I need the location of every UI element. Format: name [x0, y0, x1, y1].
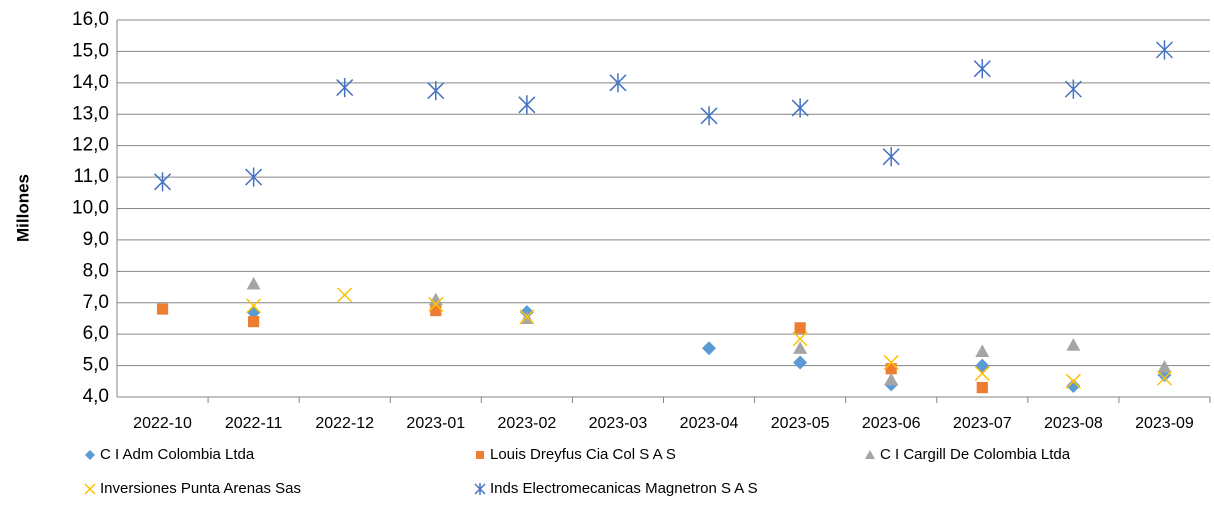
y-tick-label: 12,0	[72, 135, 109, 156]
legend-label: Louis Dreyfus Cia Col S A S	[490, 446, 676, 463]
marker	[518, 95, 536, 115]
marker	[246, 276, 261, 290]
x-tick-label: 2023-04	[680, 415, 739, 432]
marker	[884, 372, 899, 386]
x-tick-label: 2022-11	[225, 415, 283, 432]
marker	[1065, 373, 1081, 389]
y-tick-label: 8,0	[83, 260, 109, 281]
marker	[794, 322, 806, 334]
legend-label: Inds Electromecanicas Magnetron S A S	[490, 480, 758, 497]
x-tick-label: 2023-08	[1044, 415, 1103, 432]
marker	[976, 381, 988, 394]
marker	[430, 305, 442, 317]
y-tick-label: 16,0	[72, 9, 109, 30]
y-tick-label: 6,0	[83, 323, 109, 344]
marker	[337, 287, 353, 303]
y-tick-label: 5,0	[83, 355, 109, 376]
y-tick-label: 14,0	[72, 72, 109, 93]
marker	[609, 73, 627, 93]
y-tick-label: 4,0	[83, 386, 109, 407]
legend-label: C I Adm Colombia Ltda	[100, 446, 255, 463]
y-tick-label: 11,0	[73, 166, 109, 187]
marker	[336, 77, 354, 98]
marker	[974, 365, 990, 381]
x-tick-label: 2023-06	[862, 415, 921, 432]
marker	[245, 167, 263, 187]
marker	[427, 81, 445, 101]
marker	[1066, 338, 1081, 351]
legend-label: Inversiones Punta Arenas Sas	[100, 480, 301, 497]
legend-marker	[84, 483, 96, 495]
legend-marker	[865, 450, 875, 459]
y-tick-label: 13,0	[72, 103, 109, 124]
marker	[428, 296, 444, 312]
marker	[246, 298, 262, 314]
marker	[885, 363, 897, 375]
x-tick-label: 2023-07	[953, 415, 1012, 432]
x-tick-label: 2023-01	[406, 415, 465, 432]
x-tick-label: 2023-09	[1135, 415, 1194, 432]
marker	[1155, 40, 1173, 60]
legend-label: C I Cargill De Colombia Ltda	[880, 446, 1071, 463]
x-tick-label: 2022-12	[315, 415, 374, 432]
marker	[973, 59, 991, 79]
marker	[883, 354, 899, 370]
marker	[156, 303, 169, 315]
marker	[154, 172, 172, 192]
y-tick-label: 9,0	[83, 229, 109, 250]
x-tick-label: 2023-02	[498, 415, 557, 432]
x-tick-label: 2023-05	[771, 415, 830, 432]
legend-marker	[85, 450, 95, 460]
y-tick-label: 7,0	[83, 292, 109, 313]
marker	[882, 147, 900, 167]
marker	[519, 309, 535, 325]
legend-marker	[474, 483, 486, 495]
y-tick-label: 10,0	[72, 198, 109, 219]
marker	[702, 341, 717, 356]
y-tick-label: 15,0	[72, 40, 109, 61]
marker	[975, 358, 990, 373]
x-tick-label: 2022-10	[133, 415, 192, 432]
x-tick-label: 2023-03	[589, 415, 648, 432]
marker	[791, 98, 809, 118]
marker	[428, 292, 443, 306]
y-axis-label: Millones	[13, 174, 32, 242]
marker	[700, 106, 718, 126]
marker	[793, 355, 808, 370]
legend-marker	[476, 451, 484, 459]
marker	[975, 344, 990, 358]
marker	[792, 331, 808, 347]
marker	[1156, 370, 1172, 386]
marker	[1157, 360, 1172, 373]
marker	[793, 341, 808, 354]
marker	[248, 316, 260, 328]
marker	[1064, 79, 1082, 99]
marker	[1066, 379, 1081, 394]
